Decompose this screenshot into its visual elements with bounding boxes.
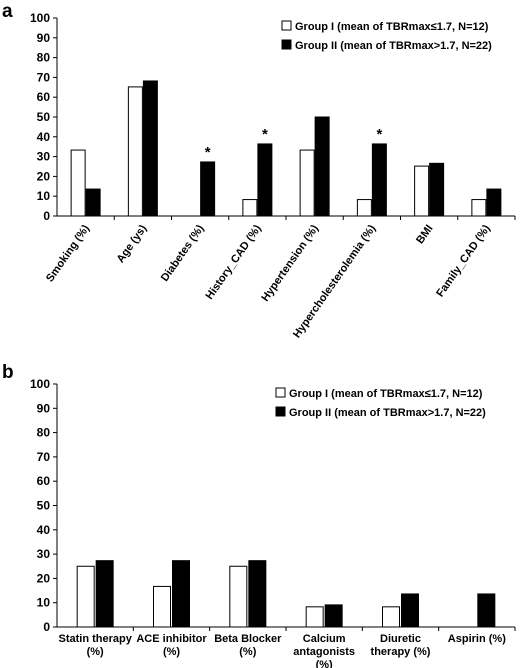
x-category-label: Hypertension (%) — [259, 223, 321, 304]
y-tick-label: 30 — [37, 150, 51, 164]
y-tick-label: 70 — [37, 70, 51, 84]
bar-group-2 — [257, 143, 273, 217]
x-category-label: Statin therapy (%) — [58, 633, 132, 658]
x-category-label: History_CAD (%) — [204, 223, 265, 302]
y-tick-label: 100 — [30, 377, 50, 391]
panel-label-a: a — [2, 1, 13, 22]
bar-group-2 — [401, 593, 419, 628]
legend-label: Group II (mean of TBRmax>1.7, N=22) — [289, 407, 486, 419]
x-category-label: Calcium antagonists (%) — [293, 633, 355, 668]
bar-group-2 — [85, 188, 101, 217]
x-category-label: Diuretic therapy (%) — [371, 633, 431, 658]
x-category-label: Beta Blocker (%) — [214, 633, 282, 658]
bar-group-1 — [153, 585, 171, 628]
x-category-label: Diabetes (%) — [159, 223, 207, 284]
bar-group-2 — [477, 593, 496, 628]
significance-marker: * — [262, 126, 268, 143]
legend-label: Group II (mean of TBRmax>1.7, N=22) — [295, 40, 492, 52]
x-category-label: Family_CAD (%) — [434, 223, 493, 300]
bar-group-2 — [314, 116, 330, 217]
legend-label: Group I (mean of TBRmax≤1.7, N=12) — [289, 388, 483, 400]
bar-group-1 — [305, 606, 324, 628]
chart-panel-a: 0 10 20 30 40 50 60 70 80 90 100 Smoking (%) Age (ys… — [30, 11, 516, 340]
bar-group-1 — [356, 199, 372, 217]
bar-group-1 — [70, 149, 86, 217]
y-tick-label: 50 — [37, 110, 51, 124]
legend-swatch — [275, 406, 286, 417]
y-tick-label: 60 — [37, 90, 51, 104]
y-tick-label: 80 — [37, 426, 51, 440]
y-tick-label: 10 — [37, 189, 51, 203]
y-tick-label: 0 — [43, 620, 50, 634]
x-category-label: Aspirin (%) — [448, 633, 506, 645]
legend-swatch — [281, 20, 292, 31]
panel-label-b: b — [2, 362, 14, 383]
y-tick-label: 0 — [43, 209, 50, 223]
x-category-label: BMI — [414, 223, 435, 246]
bar-group-1 — [471, 199, 487, 217]
bar-group-1 — [76, 565, 95, 628]
bar-group-1 — [382, 606, 400, 628]
significance-marker: * — [205, 144, 211, 161]
bar-group-2 — [248, 560, 267, 628]
y-tick-label: 20 — [37, 169, 51, 183]
y-tick-label: 20 — [37, 571, 51, 585]
bar-group-1 — [242, 199, 258, 217]
y-tick-label: 80 — [37, 51, 51, 65]
significance-marker: * — [376, 126, 382, 143]
y-tick-label: 90 — [37, 401, 51, 415]
legend-swatch — [281, 39, 292, 50]
y-tick-label: 70 — [37, 450, 51, 464]
x-category-label: Age (ys) — [115, 223, 150, 266]
bar-group-2 — [324, 604, 343, 628]
y-tick-label: 40 — [37, 523, 51, 537]
bar-group-1 — [414, 165, 430, 217]
y-tick-label: 50 — [37, 499, 51, 513]
y-tick-label: 10 — [37, 596, 51, 610]
bar-group-2 — [429, 162, 445, 217]
x-category-label: Smoking (%) — [44, 223, 92, 285]
bar-group-2 — [200, 161, 216, 217]
bar-group-2 — [486, 188, 502, 217]
y-tick-label: 30 — [37, 547, 51, 561]
bar-group-2 — [95, 560, 114, 628]
y-tick-label: 90 — [37, 31, 51, 45]
bar-group-2 — [371, 143, 387, 217]
legend-label: Group I (mean of TBRmax≤1.7, N=12) — [295, 21, 489, 33]
y-tick-label: 60 — [37, 474, 51, 488]
y-tick-label: 40 — [37, 130, 51, 144]
bar-group-1 — [127, 86, 143, 217]
bar-group-2 — [172, 560, 190, 628]
bar-group-1 — [229, 565, 248, 628]
x-category-label: ACE inhibitor (%) — [136, 633, 207, 658]
bar-group-1 — [299, 149, 315, 217]
y-tick-label: 100 — [30, 11, 50, 25]
legend-swatch — [275, 387, 286, 398]
bar-group-2 — [142, 80, 158, 217]
